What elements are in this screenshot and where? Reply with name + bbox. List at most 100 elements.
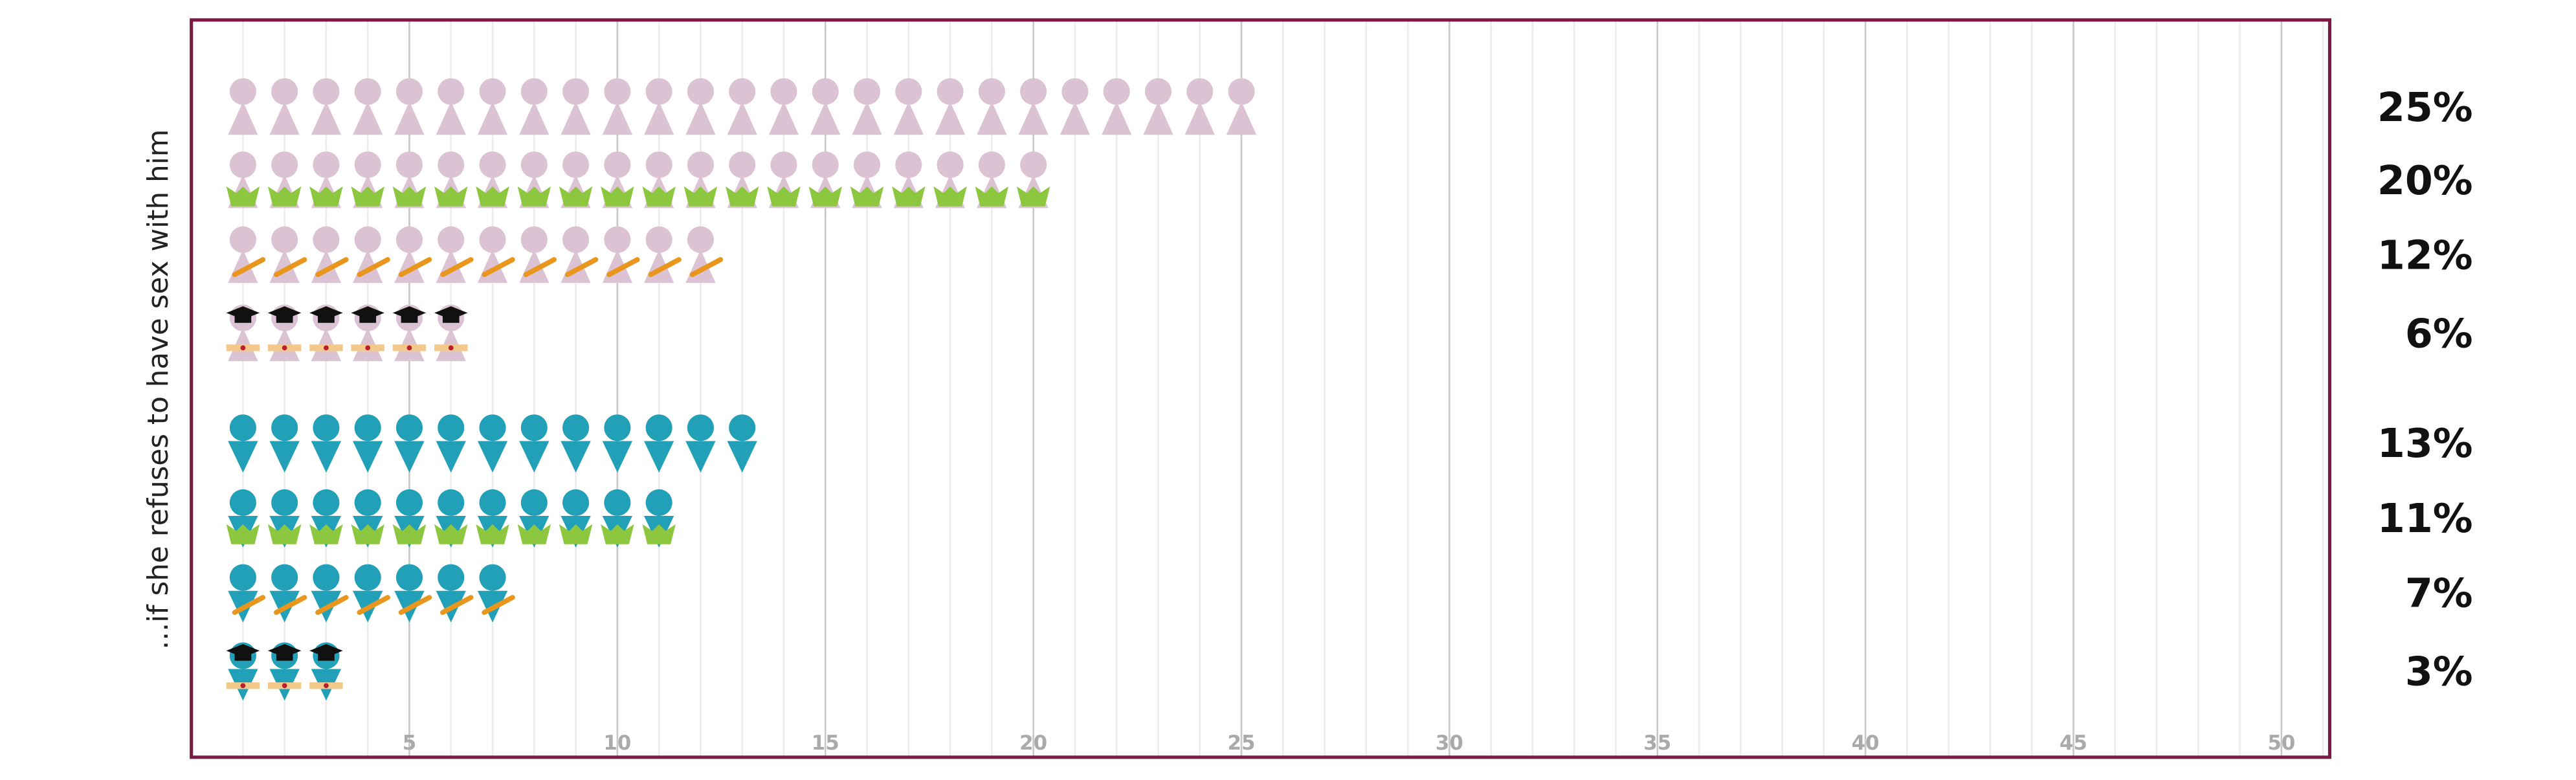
head	[479, 226, 506, 253]
head	[395, 564, 423, 591]
seal	[282, 345, 287, 351]
head	[729, 78, 756, 105]
head	[645, 151, 672, 179]
body	[269, 328, 300, 361]
body	[269, 101, 300, 135]
x-tick-label: 50	[2267, 731, 2295, 755]
body	[436, 101, 466, 135]
value-label: 11%	[2377, 495, 2473, 542]
pencil	[648, 257, 682, 278]
pencil	[357, 257, 390, 278]
leaf	[601, 186, 634, 206]
head	[853, 78, 881, 105]
head	[645, 78, 672, 105]
body	[644, 441, 674, 473]
cap	[309, 643, 343, 661]
head	[354, 151, 381, 179]
head	[395, 489, 423, 517]
cap	[226, 306, 260, 323]
body	[1184, 101, 1215, 135]
head	[479, 414, 506, 441]
x-tick-label: 20	[1019, 731, 1047, 755]
pencil	[689, 257, 724, 278]
body	[935, 101, 966, 135]
seal	[324, 345, 329, 351]
leaf	[975, 186, 1009, 206]
body	[685, 101, 716, 135]
pencil	[232, 257, 266, 278]
leaf	[559, 186, 593, 206]
head	[395, 78, 423, 105]
leaf	[517, 524, 551, 544]
pencil	[273, 595, 307, 616]
head	[604, 489, 631, 517]
body	[893, 101, 924, 135]
head	[895, 151, 922, 179]
leaf	[226, 186, 260, 206]
body	[1226, 101, 1257, 135]
cap	[351, 306, 384, 323]
head	[229, 151, 256, 179]
body	[561, 101, 591, 135]
body	[228, 328, 258, 361]
pencil	[564, 257, 599, 278]
x-tick-label: 40	[1852, 731, 1880, 755]
head	[438, 151, 465, 179]
icon-row	[226, 151, 1050, 208]
body	[477, 441, 508, 473]
body	[311, 101, 342, 135]
head	[895, 78, 922, 105]
leaf	[725, 186, 759, 206]
head	[853, 151, 881, 179]
head	[1061, 78, 1089, 105]
head	[645, 489, 672, 517]
head	[520, 151, 548, 179]
head	[229, 414, 256, 441]
body	[353, 441, 383, 473]
body	[1018, 101, 1049, 135]
head	[313, 78, 340, 105]
seal	[365, 345, 371, 351]
leaf	[392, 186, 427, 206]
leaf	[434, 524, 468, 544]
value-label: 13%	[2377, 420, 2473, 467]
icon-row	[226, 489, 676, 548]
leaf	[309, 524, 343, 544]
head	[354, 564, 381, 591]
leaf	[267, 524, 302, 544]
head	[479, 151, 506, 179]
pencil	[315, 595, 349, 616]
pencil	[232, 595, 266, 616]
icon-row	[226, 304, 468, 361]
head	[395, 226, 423, 253]
head	[520, 489, 548, 517]
head	[438, 78, 465, 105]
leaf	[434, 186, 468, 206]
value-label: 20%	[2377, 157, 2473, 204]
leaf	[559, 524, 593, 544]
head	[562, 151, 590, 179]
head	[687, 78, 714, 105]
pencil	[398, 595, 432, 616]
body	[768, 101, 799, 135]
value-label: 3%	[2405, 648, 2473, 695]
leaf	[392, 524, 427, 544]
leaf	[1016, 186, 1050, 206]
x-tick-label: 5	[403, 731, 416, 755]
body	[977, 101, 1007, 135]
seal	[240, 345, 246, 351]
body	[561, 441, 591, 473]
head	[645, 414, 672, 441]
head	[229, 489, 256, 517]
head	[313, 414, 340, 441]
body	[228, 441, 258, 473]
body	[1143, 101, 1173, 135]
head	[729, 151, 756, 179]
pencil	[440, 595, 474, 616]
pencil	[357, 595, 390, 616]
head	[937, 151, 964, 179]
value-label: 7%	[2405, 570, 2473, 617]
x-tick-label: 25	[1228, 731, 1256, 755]
body	[810, 101, 841, 135]
